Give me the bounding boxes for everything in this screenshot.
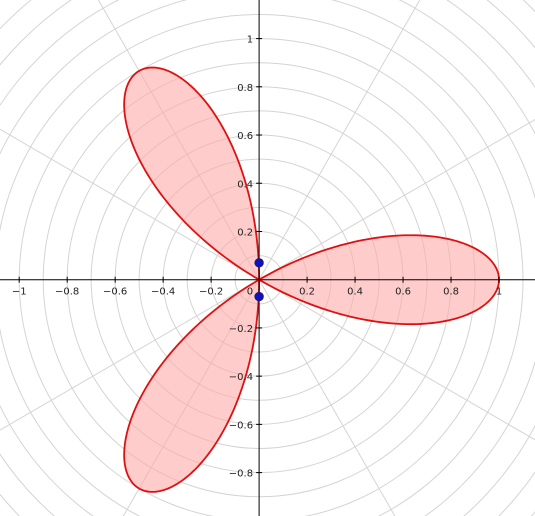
x-tick-label: 1: [496, 287, 502, 298]
x-tick-label: −0.6: [103, 287, 127, 298]
points: [254, 258, 264, 302]
x-tick-label: −0.8: [55, 287, 79, 298]
x-tick-label: 0.6: [395, 287, 411, 298]
x-tick-label: −0.2: [199, 287, 223, 298]
y-tick-label: −0.8: [229, 469, 253, 480]
grid-ray: [258, 279, 535, 441]
tick-labels: −1 −0.8 −0.6 −0.4 −0.2 0.2 0.4 0.6 0.8 1 1 0.8 0.6 0.…: [12, 35, 502, 480]
y-tick-label: 0.4: [237, 179, 253, 190]
x-tick-label: 0.8: [443, 287, 459, 298]
y-tick-label: −0.6: [229, 420, 253, 431]
y-tick-label: 0.8: [237, 83, 253, 94]
grid-ray: [0, 279, 260, 431]
y-tick-label: −0.4: [229, 372, 253, 383]
x-tick-label: 0.2: [299, 287, 315, 298]
point: [254, 291, 264, 302]
grid-ray: [258, 0, 421, 280]
y-tick-label: −0.2: [229, 324, 253, 335]
y-tick-label: 0.2: [237, 227, 253, 238]
grid-ray: [258, 119, 535, 281]
point: [254, 258, 264, 268]
x-tick-label: −0.4: [151, 287, 175, 298]
x-tick-label: −1: [12, 287, 27, 298]
origin-label: 0: [247, 287, 253, 298]
grid-ray: [258, 279, 396, 516]
y-tick-label: 1: [247, 35, 253, 46]
grid-ray: [0, 128, 260, 281]
y-tick-label: 0.6: [237, 131, 253, 142]
x-tick-label: 0.4: [347, 287, 363, 298]
